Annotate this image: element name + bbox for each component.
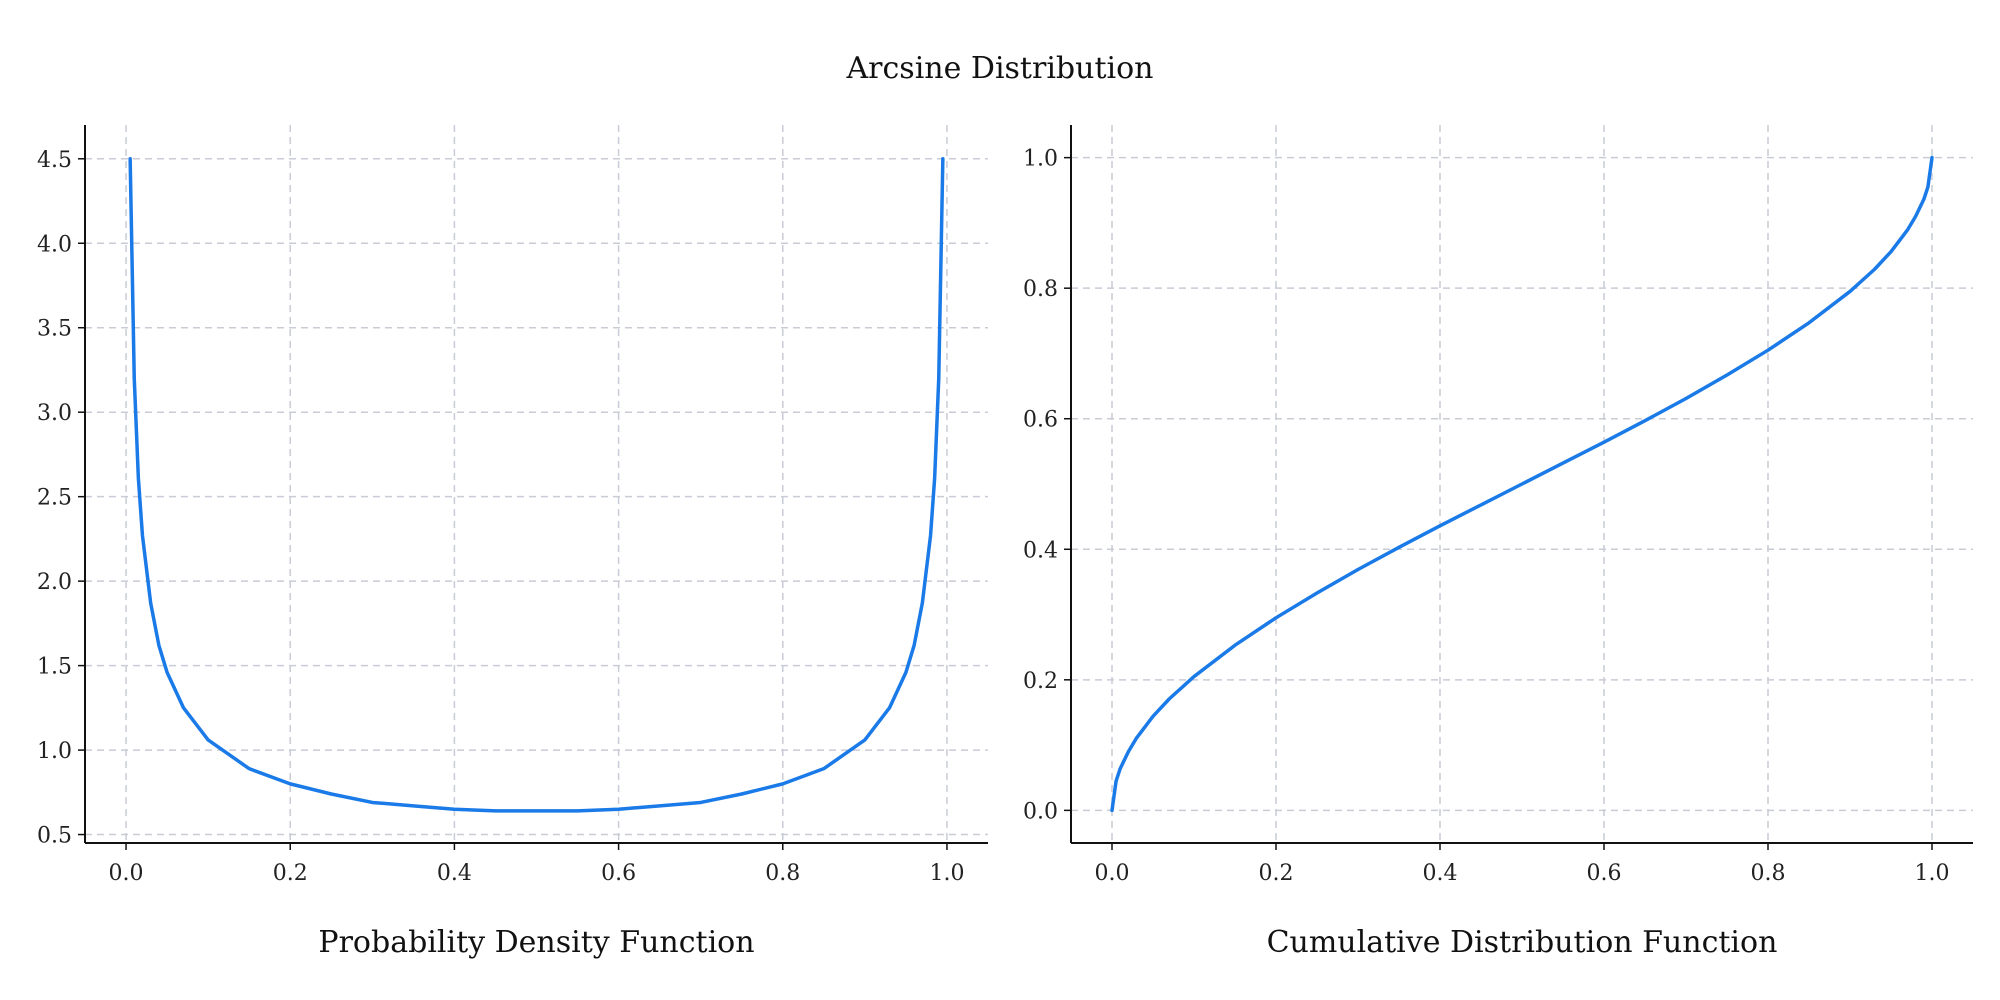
pdf-y-tick-label: 4.0: [37, 232, 72, 257]
cdf-x-tick-label: 0.0: [1095, 861, 1130, 886]
cdf-x-axis-label: Cumulative Distribution Function: [1267, 925, 1778, 960]
pdf-series-line: [128, 157, 945, 813]
cdf-series-line: [1110, 155, 1934, 813]
pdf-y-tick-label: 1.0: [37, 739, 72, 764]
pdf-y-tick-label: 2.5: [37, 486, 72, 511]
cdf-panel: 0.0 0.2 0.4 0.6 0.8 1.0 0.0 0.2 0.4 0.6 0.8 1.0 Cumu…: [1023, 125, 1973, 960]
pdf-y-tick-label: 4.5: [37, 148, 72, 173]
cdf-y-tick-label: 1.0: [1023, 147, 1058, 172]
cdf-x-tick-label: 0.2: [1259, 861, 1294, 886]
cdf-x-tick-label: 0.6: [1587, 861, 1622, 886]
figure-title: Arcsine Distribution: [845, 51, 1153, 86]
cdf-y-tick-label: 0.0: [1023, 799, 1058, 824]
pdf-x-tick-label: 0.0: [109, 861, 144, 886]
pdf-y-tick-label: 2.0: [37, 570, 72, 595]
pdf-y-tick-label: 3.5: [37, 317, 72, 342]
pdf-x-tick-label: 0.2: [273, 861, 308, 886]
cdf-y-tick-label: 0.2: [1023, 669, 1058, 694]
pdf-y-tick-label: 0.5: [37, 824, 72, 849]
pdf-x-axis-label: Probability Density Function: [318, 925, 754, 960]
cdf-x-tick-label: 1.0: [1915, 861, 1950, 886]
cdf-x-tick-label: 0.4: [1423, 861, 1458, 886]
cdf-x-tick-label: 0.8: [1751, 861, 1786, 886]
pdf-x-tick-label: 0.8: [765, 861, 800, 886]
cdf-y-tick-label: 0.4: [1023, 538, 1058, 563]
pdf-y-tick-label: 3.0: [37, 401, 72, 426]
pdf-x-tick-label: 0.6: [601, 861, 636, 886]
cdf-y-tick-label: 0.6: [1023, 408, 1058, 433]
pdf-x-tick-label: 1.0: [929, 861, 964, 886]
pdf-y-tick-label: 1.5: [37, 655, 72, 680]
cdf-y-tick-label: 0.8: [1023, 277, 1058, 302]
pdf-panel: 0.0 0.2 0.4 0.6 0.8 1.0 0.5 1.0 1.5 2.0 2.5 3.0 3.5 4…: [37, 125, 988, 960]
pdf-x-tick-label: 0.4: [437, 861, 472, 886]
